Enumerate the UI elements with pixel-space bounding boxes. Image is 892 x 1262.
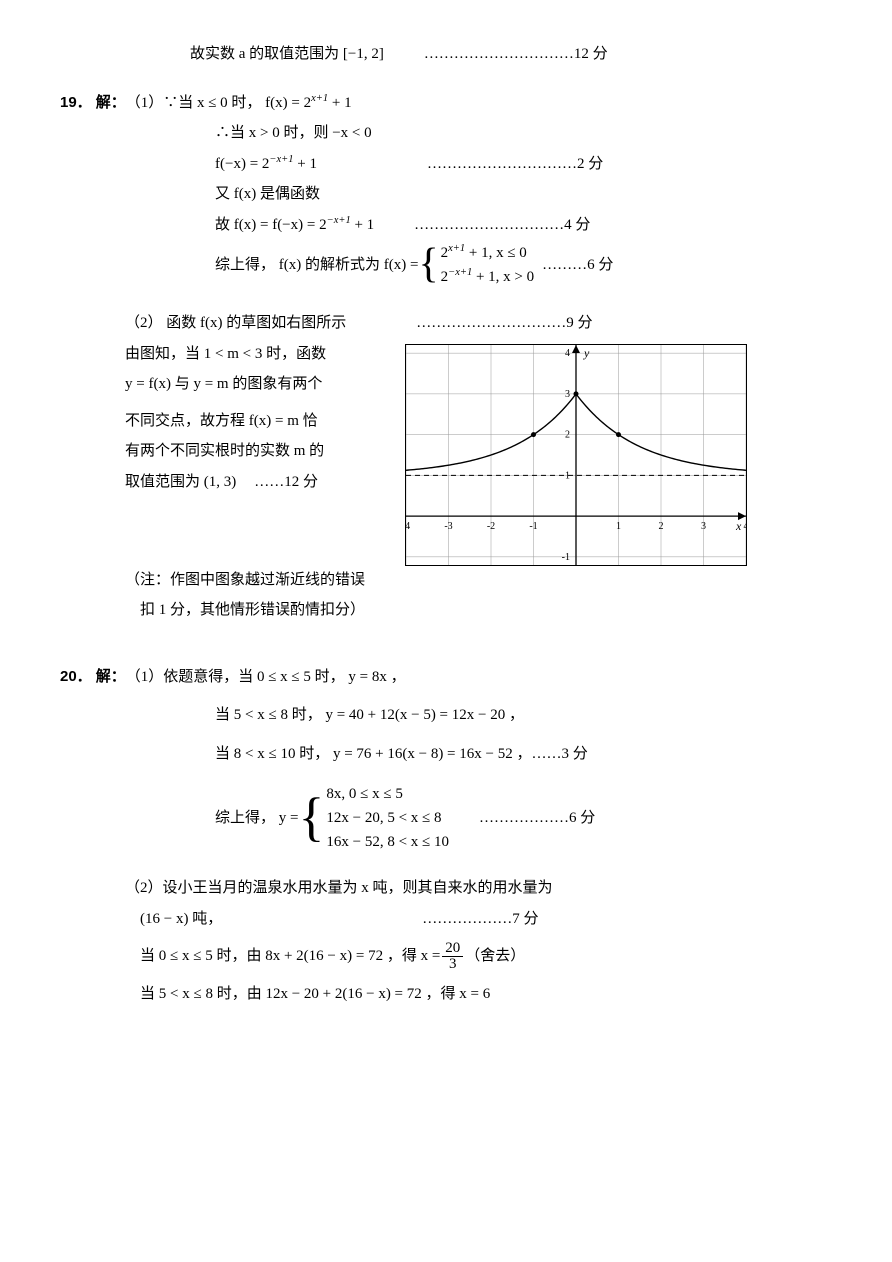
svg-text:-1: -1 <box>562 551 570 562</box>
q20-solve: 解： <box>96 663 126 692</box>
svg-text:4: 4 <box>565 348 570 359</box>
svg-text:1: 1 <box>565 470 570 481</box>
svg-text:-2: -2 <box>487 521 495 532</box>
q19-p1c: f(−x) = 2−x+1 + 1 ………………………… 2 分 <box>60 150 832 179</box>
svg-text:3: 3 <box>565 388 570 399</box>
q19-note1: （注：作图中图象越过渐近线的错误 <box>60 566 832 595</box>
q19-header: 19． 解： （1）∵当 x ≤ 0 时， f(x) = 2x+1 + 1 <box>60 89 832 118</box>
fraction-20-3: 20 3 <box>442 941 463 972</box>
q19-p2a: （2） 函数 f(x) 的草图如右图所示 ………………………… 9 分 <box>60 309 832 338</box>
q19-p1a: （1）∵当 x ≤ 0 时， f(x) = 2x+1 + 1 <box>126 89 352 118</box>
svg-text:2: 2 <box>565 429 570 440</box>
q19-piecewise: 综上得， f(x) 的解析式为 f(x) = { 2x+1 + 1, x ≤ 0… <box>60 241 832 289</box>
q19-graph-row: 由图知，当 1 < m < 3 时，函数 y = f(x) 与 y = m 的图… <box>60 340 832 566</box>
q19-solve: 解： <box>96 89 126 118</box>
svg-text:3: 3 <box>701 521 706 532</box>
q20-p2d: 当 5 < x ≤ 8 时，由 12x − 20 + 2(16 − x) = 7… <box>60 980 832 1009</box>
svg-text:y: y <box>583 346 590 360</box>
q19-num: 19． <box>60 89 92 118</box>
q20-p2b: (16 − x) 吨， ……………… 7 分 <box>60 905 832 934</box>
pts-12: 12 分 <box>574 40 608 69</box>
q20-p2a: （2）设小王当月的温泉水用水量为 x 吨，则其自来水的用水量为 <box>60 874 832 903</box>
svg-text:1: 1 <box>616 521 621 532</box>
q19-note2: 扣 1 分，其他情形错误酌情扣分） <box>60 596 832 625</box>
q20-header: 20． 解： （1）依题意得，当 0 ≤ x ≤ 5 时， y = 8x ， <box>60 663 832 692</box>
svg-text:-4: -4 <box>406 521 410 532</box>
dots: ………………………… <box>424 40 574 69</box>
range-text: 故实数 a 的取值范围为 [−1, 2] <box>190 40 384 69</box>
q20-p2c: 当 0 ≤ x ≤ 5 时，由 8x + 2(16 − x) = 72 ，得 x… <box>60 941 832 972</box>
q20-num: 20． <box>60 663 92 692</box>
svg-text:4: 4 <box>744 521 747 532</box>
q20-piecewise: 综上得， y = { 8x, 0 ≤ x ≤ 5 12x − 20, 5 < x… <box>60 782 832 854</box>
q19-p1e: 故 f(x) = f(−x) = 2−x+1 + 1 ………………………… 4 … <box>60 211 832 240</box>
q19-p1b: ∴当 x > 0 时，则 −x < 0 <box>60 119 832 148</box>
q20-p1c: 当 8 < x ≤ 10 时， y = 76 + 16(x − 8) = 16x… <box>60 740 832 769</box>
svg-text:-3: -3 <box>444 521 452 532</box>
q19-p1d: 又 f(x) 是偶函数 <box>60 180 832 209</box>
q20-p1b: 当 5 < x ≤ 8 时， y = 40 + 12(x − 5) = 12x … <box>60 701 832 730</box>
function-graph: -4-3-2-11234-11234xy <box>405 344 747 566</box>
prev-conclusion: 故实数 a 的取值范围为 [−1, 2] ………………………… 12 分 <box>60 40 832 69</box>
svg-text:-1: -1 <box>529 521 537 532</box>
svg-text:x: x <box>735 519 742 533</box>
svg-text:2: 2 <box>659 521 664 532</box>
